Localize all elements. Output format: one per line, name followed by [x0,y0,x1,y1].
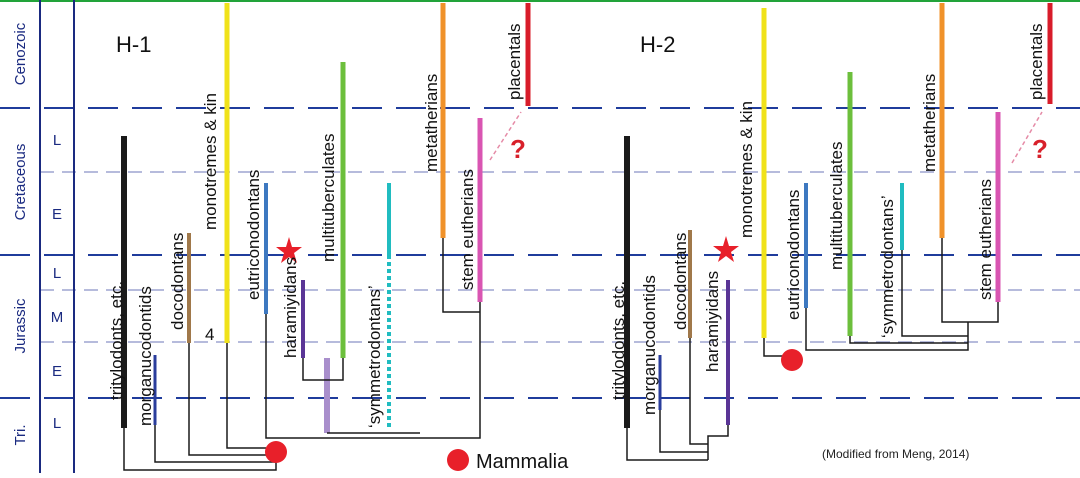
subdivision-late-cretaceous: L [53,132,61,149]
taxon-h2-morganucodontids: morganucodontids [640,275,659,415]
taxon-h2-symmetrodontans: ‘symmetrodontans’ [878,195,897,338]
taxon-h2-multituberculates: multituberculates [827,141,846,270]
taxon-h1-docodontans: docodontans [168,233,187,330]
branch-h2-theria [941,238,999,323]
question-mark-h2: ? [1032,134,1048,164]
branch-h2-symm [901,250,968,337]
mammalia-node-h1 [265,441,287,463]
branch-h2-hara [707,425,729,460]
branch-h2-root [626,428,708,461]
taxon-h1-haramiyidans: haramiyidans [281,257,300,358]
taxon-h2-tritylodonts: tritylodonts, etc. [609,281,628,400]
subdivision-late-triassic: L [53,415,61,432]
subdivision-late-jurassic: L [53,265,61,282]
branch-h1-root [123,428,277,471]
taxon-h1-stem-eutherians: stem eutherians [458,169,477,290]
branch-h1-doco [188,343,266,456]
taxon-h1-eutriconodontans: eutriconodontans [244,170,263,300]
taxon-h1-placentals: placentals [505,23,524,100]
subdivision-early-cretaceous: E [52,206,62,223]
taxon-h1-metatherians: metatherians [422,74,441,172]
taxon-h2-metatherians: metatherians [920,74,939,172]
subdivision-early-jurassic: E [52,363,62,380]
time-scale: Cenozoic Cretaceous Jurassic Tri. L E L … [12,0,75,473]
taxon-h1-monotremes: monotremes & kin [201,93,220,230]
taxon-h2-docodontans: docodontans [671,233,690,330]
taxon-h2-eutriconodontans: eutriconodontans [784,190,803,320]
era-cenozoic: Cenozoic [12,22,29,85]
tree-title-h2: H-2 [640,32,675,57]
era-triassic: Tri. [12,424,29,445]
legend: Mammalia [447,449,569,473]
source-credit: (Modified from Meng, 2014) [822,447,969,461]
haramiyidan-star-h2 [713,236,739,262]
taxon-h1-morganucodontids: morganucodontids [136,286,155,426]
era-jurassic: Jurassic [12,298,29,354]
subdivision-middle-jurassic: M [51,309,64,326]
tree-h1-branches [123,238,481,471]
legend-mammalia-label: Mammalia [476,451,569,473]
taxon-h2-stem-eutherians: stem eutherians [976,179,995,300]
tree-h2: H-2 tritylodonts, etc. morganu [609,3,1053,461]
tree-title-h1: H-1 [116,32,151,57]
mammalia-node-h2 [781,349,803,371]
branch-h2-doco [689,338,708,445]
tree-h1: H-1 tritylodonts, etc. morg [107,3,531,471]
haramiyidan-star-h1 [276,237,302,263]
taxon-h2-monotremes: monotremes & kin [737,101,756,238]
branch-h1-theria [442,238,480,313]
question-mark-h1: ? [510,134,526,164]
taxon-h1-tritylodonts: tritylodonts, etc. [107,281,126,400]
legend-mammalia-dot [447,449,469,471]
taxon-h1-multituberculates: multituberculates [319,133,338,262]
placentals-uncertain-link [489,111,522,161]
marker-4: 4 [205,325,214,344]
branch-h1-allotheria [302,358,344,381]
taxon-h1-symmetrodontans: ‘symmetrodontans’ [365,285,384,428]
placentals-uncertain-link-h2 [1011,111,1043,164]
branch-h1-mono [226,343,266,449]
time-boundaries [0,107,1080,399]
branch-h2-morgan [659,410,708,453]
branch-h1-morgan [154,425,276,463]
era-cretaceous: Cretaceous [12,144,29,221]
branch-h1-crown [265,302,481,439]
branch-h2-multi [849,336,968,344]
taxon-h2-placentals: placentals [1027,23,1046,100]
taxon-h2-haramiyidans: haramiyidans [703,271,722,372]
